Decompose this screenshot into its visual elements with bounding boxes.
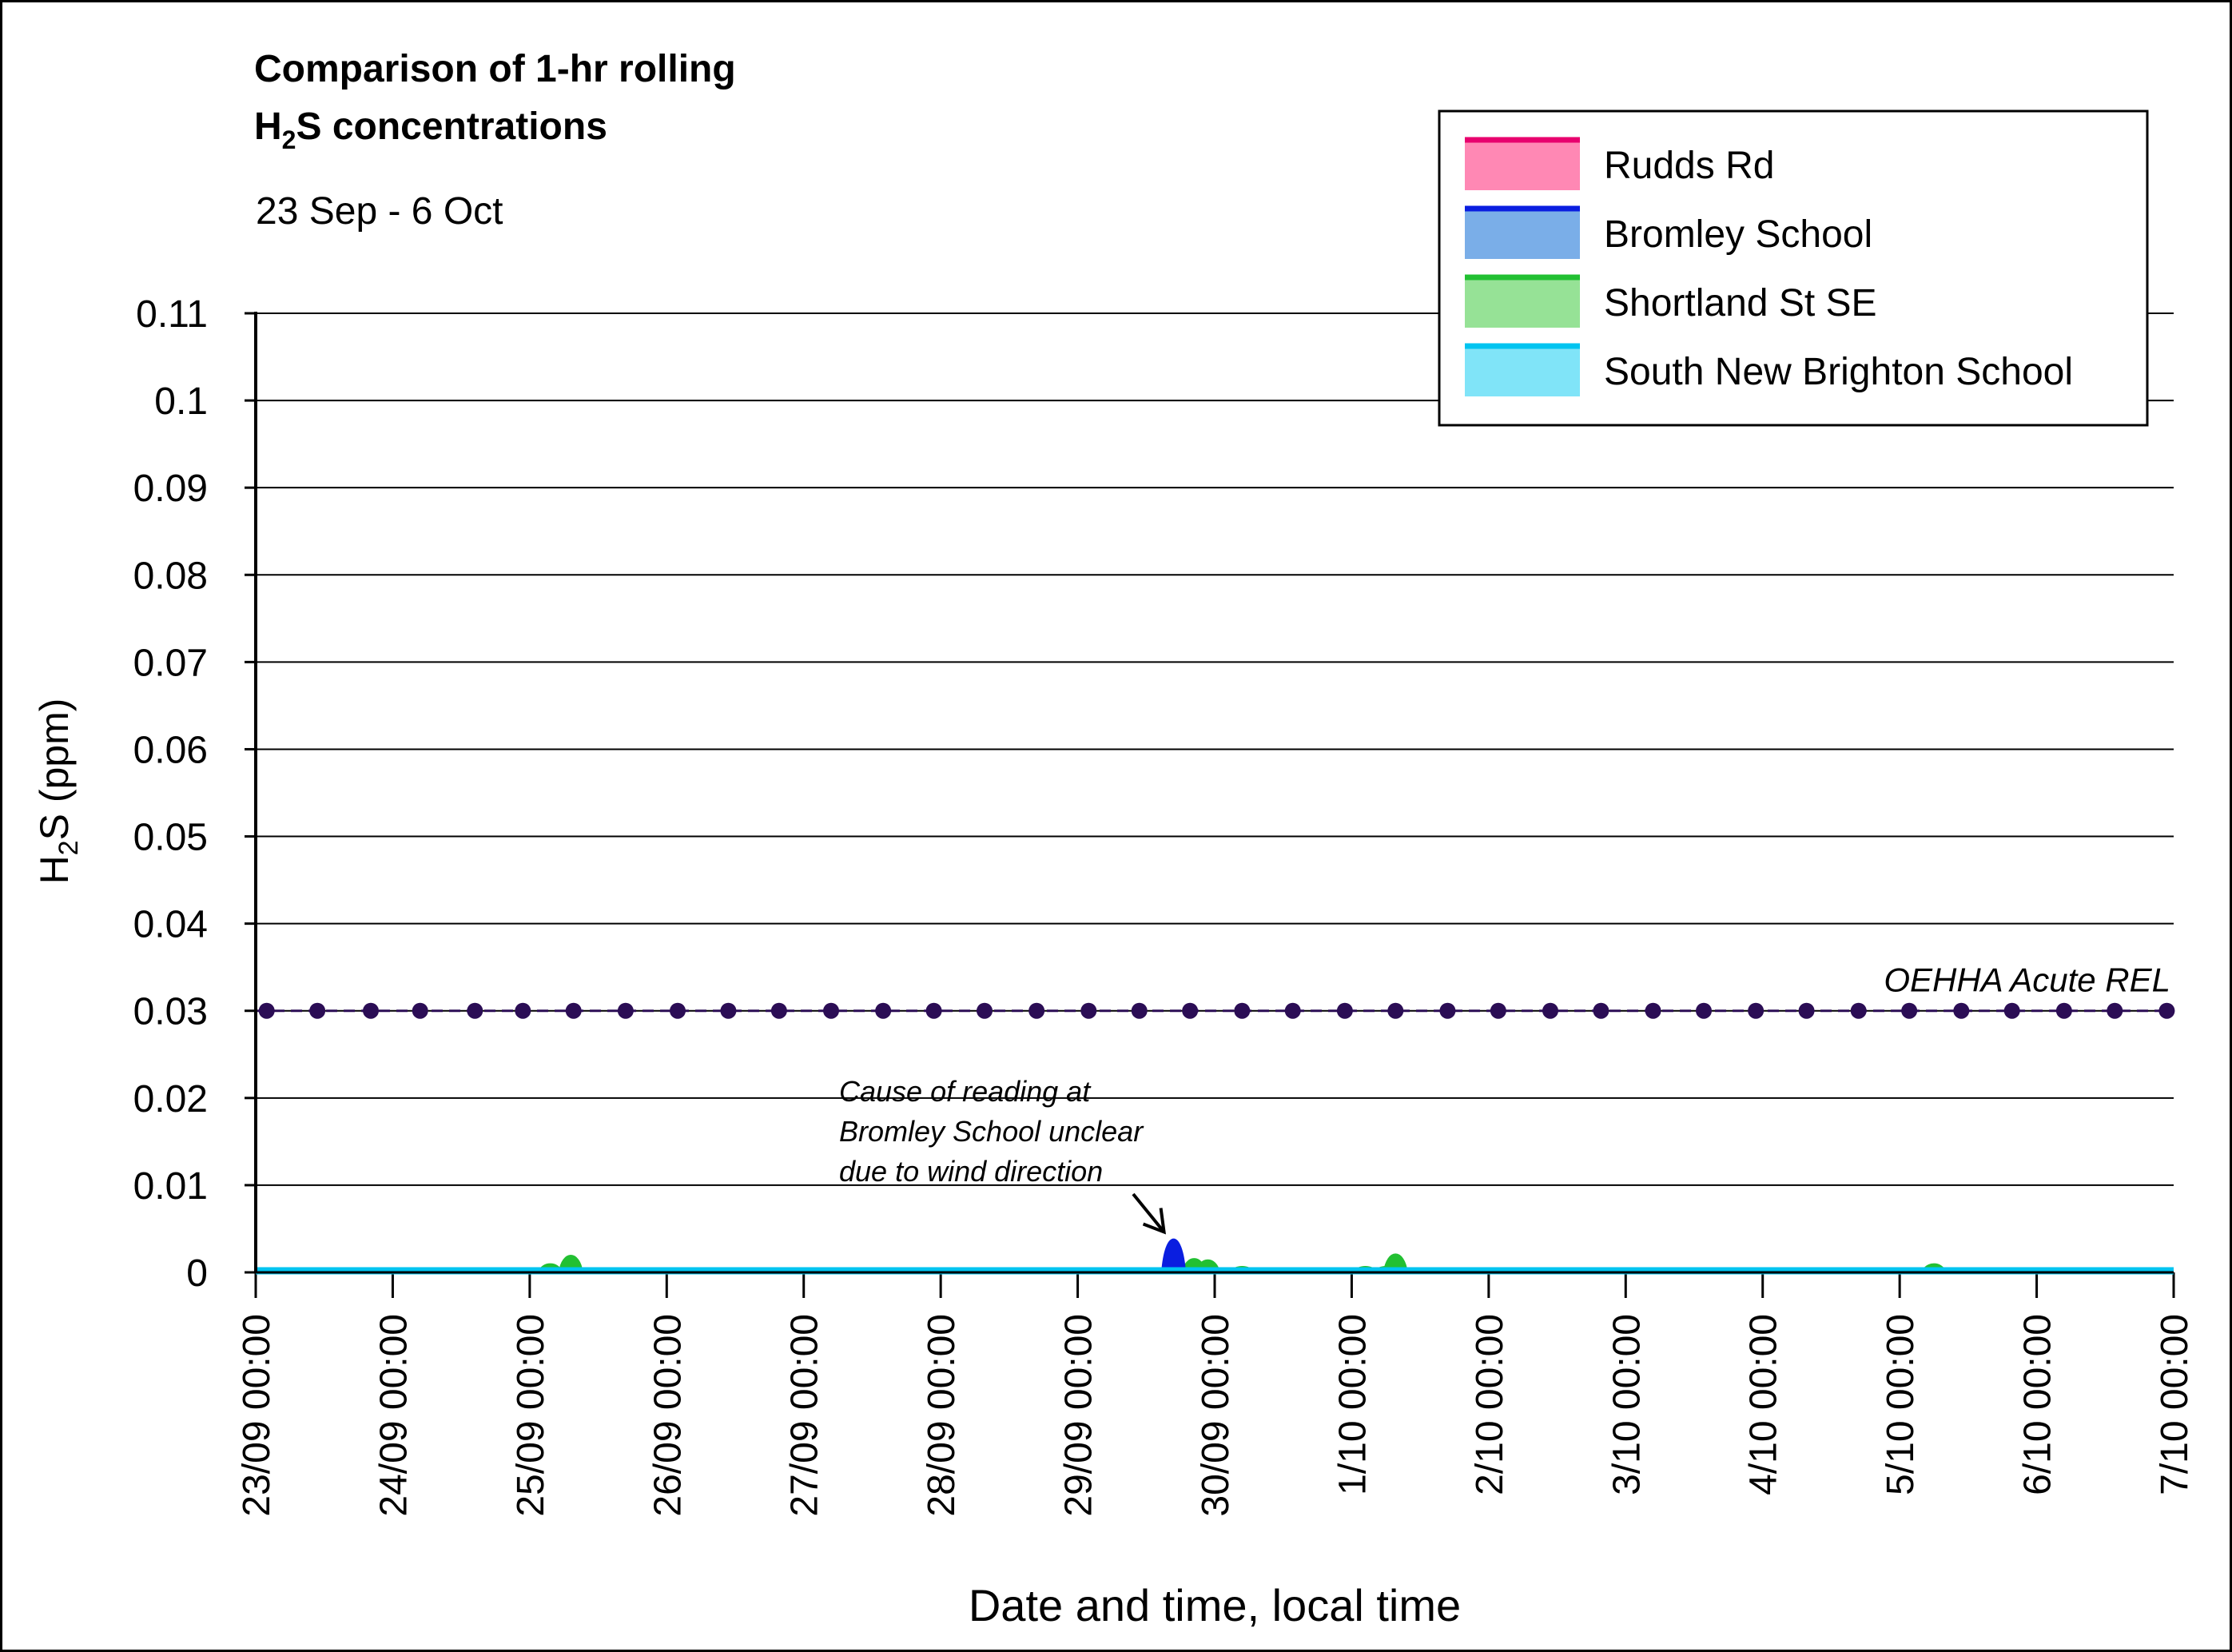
reference-marker — [1336, 1002, 1353, 1019]
x-axis-ticks: 23/09 00:00 24/09 00:00 25/09 00:00 26/09 0… — [236, 1272, 2196, 1517]
legend-entry-label: Bromley School — [1604, 213, 1872, 256]
x-axis-label: Date and time, local time — [969, 1580, 1461, 1630]
reference-marker — [565, 1002, 582, 1019]
y-axis-label: H2S (ppm) — [32, 699, 84, 885]
reference-marker — [1028, 1002, 1045, 1019]
legend: Rudds Rd Bromley School Shortland St SE Sou… — [1438, 109, 2149, 427]
annotation: Cause of reading at Bromley School unclea… — [839, 1075, 1166, 1235]
legend-swatch — [1465, 344, 1580, 396]
reference-marker — [1542, 1002, 1558, 1019]
x-tick-label: 1/10 00:00 — [1331, 1314, 1374, 1495]
x-tick-label: 28/09 00:00 — [921, 1314, 963, 1517]
legend-entry-label: South New Brighton School — [1604, 351, 2073, 393]
annotation-text: Cause of reading at — [839, 1075, 1092, 1108]
y-tick-label: 0.1 — [154, 380, 208, 423]
x-tick-label: 30/09 00:00 — [1195, 1314, 1237, 1517]
y-tick-label: 0.02 — [133, 1078, 208, 1121]
y-tick-label: 0.05 — [133, 817, 208, 859]
reference-marker — [2055, 1002, 2072, 1019]
reference-marker — [1387, 1002, 1404, 1019]
y-tick-label: 0.04 — [133, 904, 208, 946]
x-tick-label: 25/09 00:00 — [510, 1314, 552, 1517]
y-tick-label: 0.07 — [133, 642, 208, 684]
chart-title-subscript: 2 — [282, 125, 296, 154]
x-tick-label: 29/09 00:00 — [1058, 1314, 1100, 1517]
reference-marker — [309, 1002, 326, 1019]
reference-marker — [770, 1002, 787, 1019]
x-tick-label: 4/10 00:00 — [1743, 1314, 1785, 1495]
reference-marker — [875, 1002, 892, 1019]
reference-marker — [1284, 1002, 1301, 1019]
x-tick-label: 27/09 00:00 — [784, 1314, 826, 1517]
x-tick-label: 7/10 00:00 — [2154, 1314, 2196, 1495]
reference-marker — [1182, 1002, 1199, 1019]
legend-swatch — [1465, 206, 1580, 259]
legend-swatch — [1465, 275, 1580, 328]
reference-marker — [925, 1002, 942, 1019]
annotation-arrow-shaft — [1132, 1192, 1166, 1233]
legend-swatch — [1465, 137, 1580, 190]
x-tick-label: 6/10 00:00 — [2017, 1314, 2059, 1495]
x-tick-label: 24/09 00:00 — [372, 1314, 415, 1517]
reference-marker — [515, 1002, 531, 1019]
x-tick-label: 23/09 00:00 — [236, 1314, 278, 1517]
chart-title-line1: Comparison of 1-hr rolling — [254, 48, 736, 90]
y-tick-label: 0 — [186, 1252, 208, 1295]
reference-line-layer: OEHHA Acute REL — [256, 961, 2175, 1019]
chart-title-h: H — [254, 105, 282, 148]
x-tick-label: 3/10 00:00 — [1605, 1314, 1648, 1495]
reference-marker — [363, 1002, 379, 1019]
reference-marker — [1080, 1002, 1097, 1019]
reference-marker — [1131, 1002, 1148, 1019]
reference-marker — [1748, 1002, 1765, 1019]
x-tick-label: 2/10 00:00 — [1469, 1314, 1511, 1495]
reference-marker — [1234, 1002, 1251, 1019]
reference-marker — [1696, 1002, 1712, 1019]
y-tick-label: 0.11 — [136, 293, 208, 336]
reference-marker — [412, 1002, 428, 1019]
x-tick-label: 26/09 00:00 — [647, 1314, 689, 1517]
reference-marker — [2003, 1002, 2020, 1019]
reference-marker — [1798, 1002, 1815, 1019]
reference-marker — [1490, 1002, 1506, 1019]
chart-title-rest: S concentrations — [296, 105, 607, 148]
y-tick-label: 0.03 — [133, 991, 208, 1033]
x-tick-label: 5/10 00:00 — [1880, 1314, 1922, 1495]
y-axis-label-h: H — [32, 855, 77, 884]
reference-marker — [1645, 1002, 1661, 1019]
annotation-text: Bromley School unclear — [839, 1115, 1144, 1148]
reference-marker — [1593, 1002, 1609, 1019]
chart-title-line2: H2S concentrations — [254, 105, 607, 154]
reference-marker — [1901, 1002, 1918, 1019]
y-tick-label: 0.09 — [133, 468, 208, 510]
reference-marker — [617, 1002, 634, 1019]
chart-subtitle: 23 Sep - 6 Oct — [256, 190, 503, 233]
y-axis-label-rest: S (ppm) — [32, 699, 77, 841]
legend-entry-label: Rudds Rd — [1604, 145, 1774, 187]
reference-marker — [1850, 1002, 1867, 1019]
reference-marker — [1439, 1002, 1456, 1019]
reference-line-label: OEHHA Acute REL — [1884, 961, 2170, 999]
legend-entry-label: Shortland St SE — [1604, 282, 1877, 324]
reference-marker — [977, 1002, 993, 1019]
y-tick-label: 0.01 — [133, 1165, 208, 1208]
annotation-text: due to wind direction — [839, 1155, 1103, 1188]
reference-marker — [823, 1002, 839, 1019]
reference-marker — [670, 1002, 686, 1019]
chart-title: Comparison of 1-hr rolling H2S concentra… — [254, 48, 736, 154]
annotation-arrow-head — [1142, 1208, 1166, 1235]
reference-marker — [2158, 1002, 2175, 1019]
reference-marker — [1953, 1002, 1970, 1019]
reference-marker — [2107, 1002, 2123, 1019]
reference-marker — [467, 1002, 483, 1019]
y-tick-label: 0.06 — [133, 729, 208, 771]
y-axis-ticks: 0 0.01 0.02 0.03 0.04 0.05 0.06 0.07 0.08 0.09 0.1… — [133, 293, 256, 1295]
reference-marker — [258, 1002, 275, 1019]
y-axis-label-subscript: 2 — [54, 840, 84, 855]
reference-marker — [720, 1002, 737, 1019]
y-tick-label: 0.08 — [133, 555, 208, 597]
